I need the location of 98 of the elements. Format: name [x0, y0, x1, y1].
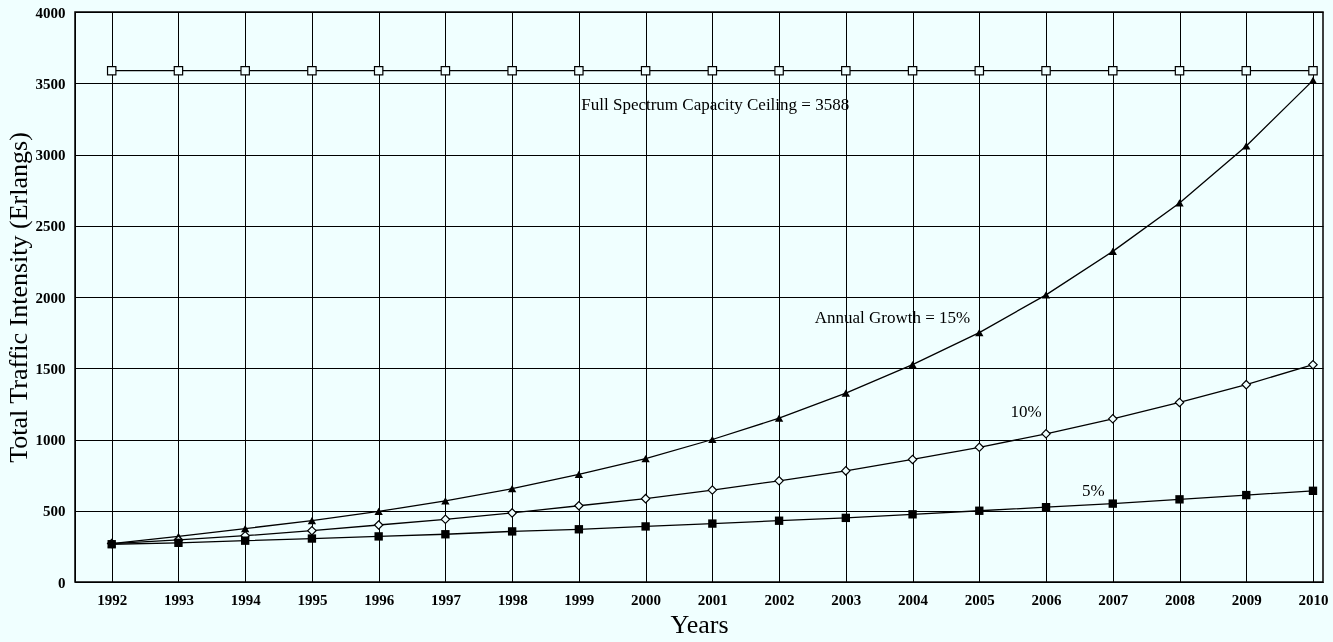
- point: [173, 65, 184, 76]
- x-tick-label: 1992: [97, 591, 128, 608]
- point: [1308, 65, 1318, 76]
- point: [1107, 65, 1118, 76]
- point: [1308, 486, 1318, 495]
- point: [106, 65, 117, 76]
- point: [1242, 142, 1251, 150]
- point: [841, 466, 851, 476]
- point: [707, 485, 718, 495]
- point: [374, 532, 383, 541]
- point: [641, 522, 650, 531]
- point: [507, 65, 517, 76]
- point: [307, 65, 317, 76]
- point: [373, 65, 384, 76]
- x-tick-label: 2003: [831, 591, 862, 608]
- point: [774, 476, 784, 486]
- x-tick-label: 2002: [764, 591, 795, 608]
- point: [907, 454, 918, 465]
- point: [307, 534, 317, 543]
- y-tick-label: 3500: [35, 75, 66, 92]
- x-tick-label: 1995: [297, 591, 328, 608]
- point: [907, 65, 918, 76]
- point: [1041, 429, 1051, 439]
- x-tick-label: 2006: [1031, 591, 1063, 608]
- point: [440, 65, 451, 76]
- point: [841, 513, 851, 523]
- point: [307, 525, 317, 536]
- point: [1107, 414, 1118, 424]
- x-tick-label: 2000: [631, 591, 662, 608]
- point: [1108, 247, 1117, 256]
- x-tick-label: 1997: [430, 591, 462, 608]
- x-tick-label: 2009: [1231, 591, 1262, 608]
- point: [774, 516, 784, 525]
- point: [975, 506, 984, 515]
- y-tick-label: 500: [43, 503, 66, 520]
- point: [307, 517, 317, 525]
- point: [774, 65, 784, 76]
- annotation: 10%: [1010, 402, 1042, 422]
- point: [1041, 65, 1051, 76]
- point: [1174, 397, 1185, 408]
- point: [507, 527, 517, 536]
- point: [240, 65, 250, 76]
- point: [841, 65, 851, 76]
- x-tick-label: 2008: [1165, 591, 1196, 608]
- x-tick-label: 2004: [898, 591, 929, 608]
- point: [908, 361, 917, 369]
- point: [1242, 490, 1251, 500]
- point: [641, 455, 650, 463]
- point: [1241, 65, 1252, 76]
- point: [574, 525, 584, 534]
- x-tick-label: 2010: [1298, 591, 1329, 608]
- point: [841, 389, 851, 397]
- point: [1308, 359, 1318, 370]
- point: [574, 500, 584, 511]
- point: [1041, 503, 1051, 512]
- point: [908, 510, 917, 519]
- point: [1175, 199, 1184, 207]
- x-tick-label: 1996: [364, 591, 395, 608]
- point: [1174, 65, 1185, 76]
- point: [574, 470, 584, 479]
- point: [974, 65, 985, 76]
- y-tick-label: 0: [58, 574, 66, 591]
- point: [1241, 379, 1252, 390]
- point: [1175, 495, 1184, 504]
- point: [974, 442, 985, 453]
- y-tick-label: 2500: [35, 218, 66, 235]
- y-tick-label: 2000: [35, 289, 66, 306]
- point: [441, 497, 450, 505]
- x-tick-label: 2001: [697, 591, 728, 608]
- x-tick-label: 2007: [1098, 591, 1129, 608]
- point: [441, 530, 450, 539]
- x-tick-label: 1998: [497, 591, 528, 608]
- point: [707, 65, 718, 76]
- y-tick-label: 3000: [35, 147, 66, 163]
- y-axis-title: Total Traffic Intensity (Erlangs): [3, 132, 33, 463]
- point: [975, 329, 984, 337]
- x-tick-label: 2005: [964, 591, 995, 608]
- x-tick-label: 1999: [564, 591, 595, 608]
- point: [507, 508, 517, 518]
- x-tick-label: 1994: [230, 591, 262, 608]
- point: [1108, 499, 1117, 508]
- point: [574, 65, 584, 76]
- point: [440, 514, 451, 525]
- point: [374, 507, 383, 516]
- x-tick-label: 1993: [163, 591, 194, 608]
- point: [640, 65, 651, 76]
- point: [708, 519, 717, 528]
- point: [640, 493, 651, 504]
- point: [774, 414, 784, 422]
- point: [373, 520, 384, 530]
- point: [507, 485, 517, 493]
- point: [241, 536, 250, 545]
- x-axis-title: Years: [670, 609, 729, 639]
- point: [708, 435, 717, 444]
- y-tick-label: 1000: [35, 432, 66, 448]
- y-tick-label: 4000: [35, 4, 66, 21]
- y-tick-label: 1500: [35, 360, 66, 377]
- annotation: 5%: [1082, 481, 1105, 501]
